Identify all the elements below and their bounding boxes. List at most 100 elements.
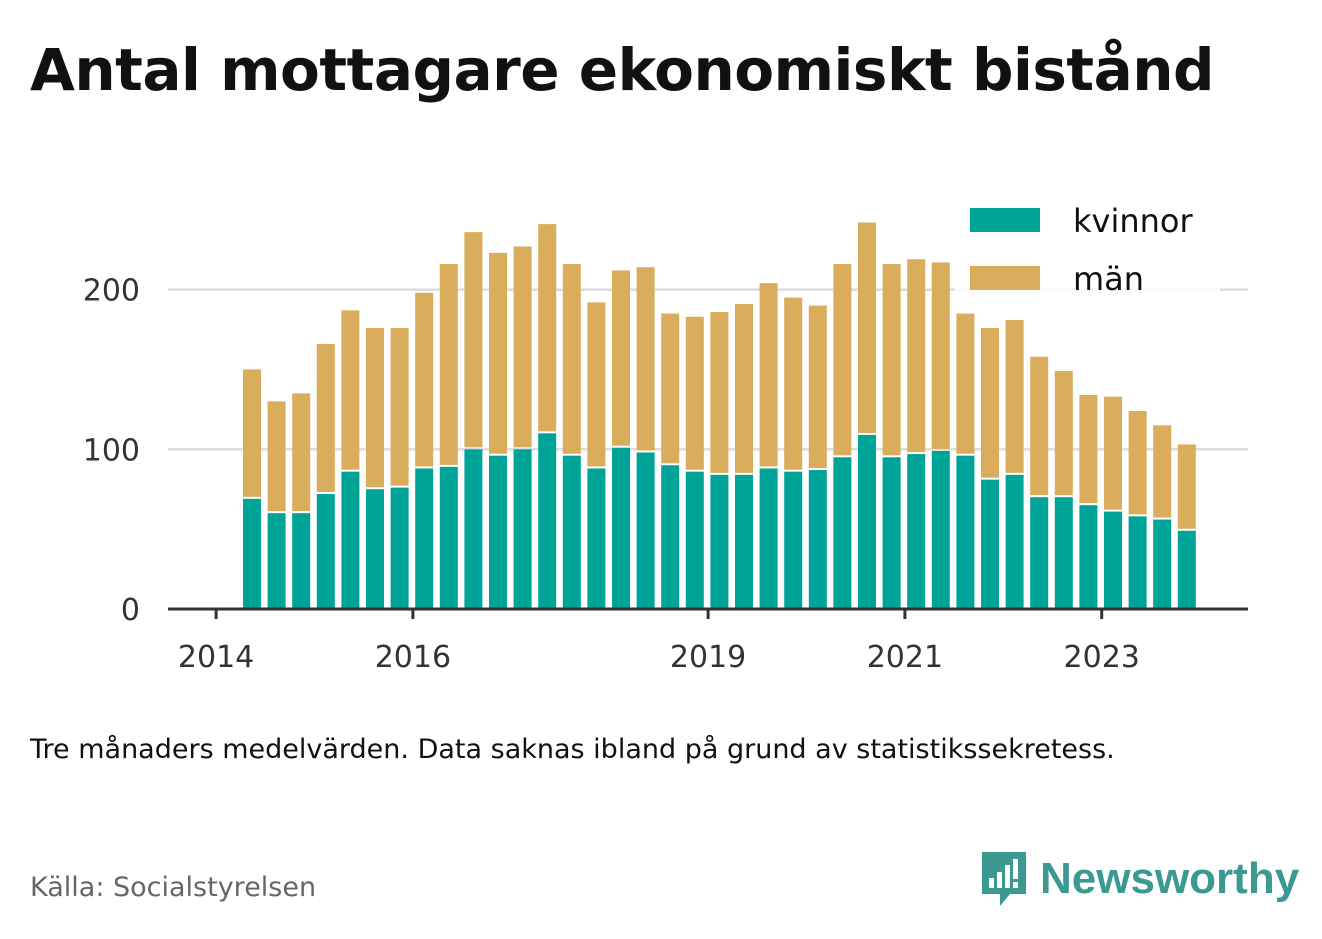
bar-man	[1128, 410, 1147, 515]
bar-man	[956, 313, 975, 454]
bar-man	[489, 252, 507, 454]
bar-kvinnor	[562, 455, 581, 609]
bar-kvinnor	[956, 455, 975, 609]
chart-caption: Tre månaders medelvärden. Data saknas ib…	[30, 734, 1115, 765]
bar-kvinnor	[1079, 505, 1098, 609]
x-tick-label: 2019	[670, 640, 746, 675]
bar-man	[292, 393, 311, 512]
bar-kvinnor	[759, 468, 778, 609]
bar-man	[907, 259, 926, 453]
bar-man	[243, 369, 261, 497]
bar-kvinnor	[1054, 497, 1073, 609]
bar-man	[858, 222, 876, 433]
legend: kvinnor män	[955, 192, 1220, 302]
bar-kvinnor	[1153, 519, 1172, 609]
bars	[243, 222, 1196, 609]
stacked-bar-chart: 0 100 200 2014 2016 2019 2021 2023 kvinnor män	[82, 192, 1248, 675]
bar-man	[562, 264, 581, 454]
bar-kvinnor	[882, 457, 901, 609]
bar-kvinnor	[981, 479, 999, 609]
x-tick-label: 2016	[375, 640, 451, 675]
bar-man	[612, 270, 630, 446]
chart-title: Antal mottagare ekonomiskt bistånd	[30, 36, 1215, 104]
bar-man	[587, 302, 606, 467]
bar-man	[439, 264, 458, 465]
bar-kvinnor	[784, 471, 803, 609]
bar-kvinnor	[341, 471, 360, 609]
bar-kvinnor	[685, 471, 704, 609]
bar-kvinnor	[636, 452, 655, 609]
bar-kvinnor	[538, 433, 557, 609]
source-note: Källa: Socialstyrelsen	[30, 872, 317, 903]
bar-kvinnor	[243, 498, 261, 609]
bar-man	[1104, 396, 1122, 510]
bar-kvinnor	[735, 474, 753, 609]
bar-kvinnor	[390, 487, 409, 609]
bar-man	[1030, 356, 1049, 496]
bar-man	[931, 262, 950, 449]
bar-kvinnor	[661, 465, 680, 609]
bar-man	[759, 283, 778, 467]
bar-man	[833, 264, 852, 456]
bar-man	[981, 327, 999, 478]
bar-kvinnor	[1005, 474, 1024, 609]
bar-man	[366, 327, 384, 488]
bar-kvinnor	[808, 470, 827, 609]
x-tick-label: 2023	[1064, 640, 1140, 675]
bar-kvinnor	[415, 468, 434, 609]
bar-kvinnor	[1030, 497, 1049, 609]
bar-man	[661, 313, 680, 464]
bar-kvinnor	[513, 449, 532, 609]
bar-kvinnor	[612, 447, 630, 609]
bar-kvinnor	[907, 454, 926, 609]
bar-kvinnor	[464, 449, 483, 609]
bar-man	[464, 232, 483, 448]
bar-man	[341, 310, 360, 470]
bar-man	[735, 303, 753, 473]
bar-kvinnor	[858, 434, 876, 609]
newsworthy-logo-icon	[982, 852, 1026, 906]
bar-kvinnor	[489, 455, 507, 609]
bar-man	[636, 267, 655, 451]
bar-man	[267, 401, 286, 512]
bar-man	[882, 264, 901, 456]
bar-kvinnor	[439, 466, 458, 609]
legend-swatch	[970, 266, 1040, 290]
bar-man	[538, 224, 557, 432]
bar-kvinnor	[1104, 511, 1122, 609]
bar-man	[808, 305, 827, 469]
bar-kvinnor	[366, 489, 384, 609]
bar-man	[1177, 444, 1196, 529]
bar-man	[390, 327, 409, 486]
bar-man	[1153, 425, 1172, 518]
bar-kvinnor	[833, 457, 852, 609]
bar-kvinnor	[931, 450, 950, 609]
bar-kvinnor	[316, 494, 335, 609]
bar-kvinnor	[267, 513, 286, 609]
bar-kvinnor	[292, 513, 311, 609]
bar-man	[316, 343, 335, 493]
legend-swatch	[970, 208, 1040, 232]
x-tick-label: 2021	[867, 640, 943, 675]
axes: 0 100 200 2014 2016 2019 2021 2023	[83, 274, 1248, 675]
bar-kvinnor	[1128, 516, 1147, 609]
bar-man	[710, 311, 729, 473]
legend-label: män	[1073, 260, 1144, 298]
bar-man	[1054, 371, 1073, 496]
brand-name: Newsworthy	[1040, 854, 1300, 903]
x-tick-label: 2014	[178, 640, 254, 675]
y-tick-label: 200	[83, 274, 140, 309]
y-tick-label: 0	[121, 593, 140, 628]
bar-man	[784, 297, 803, 470]
bar-kvinnor	[1177, 530, 1196, 609]
bar-kvinnor	[587, 468, 606, 609]
bar-man	[685, 316, 704, 470]
bar-man	[1005, 319, 1024, 473]
bar-kvinnor	[710, 474, 729, 609]
bar-man	[1079, 395, 1098, 504]
bar-man	[415, 292, 434, 467]
brand-logo[interactable]: Newsworthy	[980, 850, 1299, 908]
bar-man	[513, 246, 532, 448]
legend-label: kvinnor	[1073, 202, 1194, 240]
y-tick-label: 100	[83, 433, 140, 468]
